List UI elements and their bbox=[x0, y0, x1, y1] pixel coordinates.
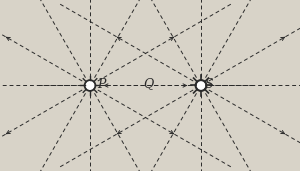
Circle shape bbox=[85, 80, 95, 91]
Text: P: P bbox=[97, 77, 105, 90]
Text: Q: Q bbox=[143, 77, 154, 90]
Text: S: S bbox=[205, 77, 214, 90]
Circle shape bbox=[196, 80, 206, 91]
